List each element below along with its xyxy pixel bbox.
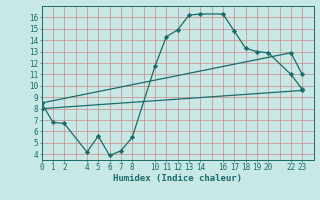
X-axis label: Humidex (Indice chaleur): Humidex (Indice chaleur) xyxy=(113,174,242,183)
